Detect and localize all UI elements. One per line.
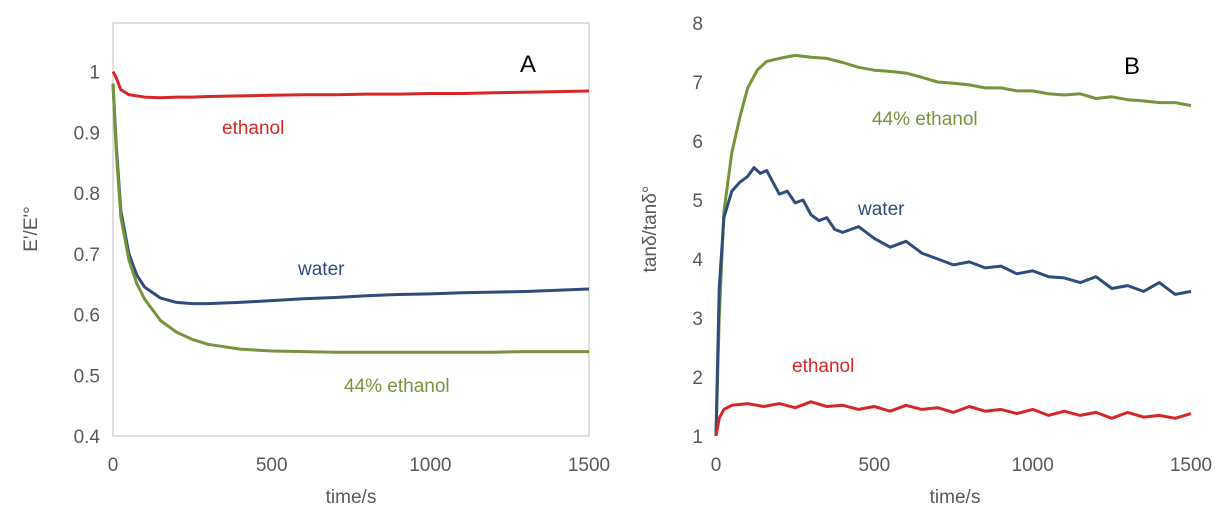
x-tick-label: 0 <box>711 455 722 476</box>
series-line-water <box>111 83 590 306</box>
panel-label-b: B <box>1124 53 1140 80</box>
tick-labels-a: 0 500 1000 1500 0.4 0.5 0.6 0.7 0.8 0.9 1 <box>74 63 611 476</box>
y-tick-label: 6 <box>692 132 703 153</box>
y-tick-label: 0.6 <box>74 306 100 327</box>
chart-panel-a: 0 500 1000 1500 0.4 0.5 0.6 0.7 0.8 0.9 1 time/s E… <box>21 22 611 506</box>
series-layer-b <box>714 53 1192 437</box>
annotation-44-ethanol-b: 44% ethanol <box>872 109 978 130</box>
x-axis-label-b: time/s <box>930 487 981 506</box>
y-tick-label: 4 <box>692 250 703 271</box>
y-tick-label: 5 <box>692 191 703 212</box>
annotation-ethanol-a: ethanol <box>222 118 284 139</box>
series-line-water <box>714 166 1192 437</box>
annotation-ethanol-b: ethanol <box>792 356 854 377</box>
panel-label-a: A <box>520 51 536 78</box>
y-tick-label: 0.7 <box>74 245 100 266</box>
x-tick-label: 0 <box>108 455 119 476</box>
plot-area-frame-a <box>112 22 590 437</box>
y-tick-label: 7 <box>692 73 703 94</box>
y-tick-label: 8 <box>692 14 703 35</box>
y-tick-label: 0.8 <box>74 184 100 205</box>
y-tick-label: 1 <box>89 63 100 84</box>
series-layer-a <box>111 70 590 354</box>
x-tick-label: 1000 <box>1012 455 1054 476</box>
y-tick-label: 0.5 <box>74 366 100 387</box>
tick-labels-b: 0 500 1000 1500 1 2 3 4 5 6 7 8 <box>692 14 1212 476</box>
x-tick-label: 500 <box>858 455 890 476</box>
x-tick-label: 500 <box>256 455 288 476</box>
y-axis-label-b: tanδ/tanδ° <box>640 186 661 273</box>
y-tick-label: 2 <box>692 368 703 389</box>
y-tick-label: 1 <box>692 427 703 448</box>
x-tick-label: 1000 <box>409 455 451 476</box>
annotation-water-a: water <box>297 259 345 280</box>
annotation-water-b: water <box>857 199 905 220</box>
chart-panel-b: 0 500 1000 1500 1 2 3 4 5 6 7 8 time/s tanδ/tanδ° B… <box>640 14 1212 506</box>
y-tick-label: 3 <box>692 309 703 330</box>
series-line-ethanol <box>111 70 590 100</box>
series-line-44-ethanol <box>111 83 589 354</box>
series-line-ethanol <box>714 400 1192 437</box>
y-axis-label-a: E'/E'° <box>21 206 42 251</box>
x-tick-label: 1500 <box>568 455 610 476</box>
x-axis-label-a: time/s <box>326 487 377 506</box>
y-tick-label: 0.9 <box>74 123 100 144</box>
x-tick-label: 1500 <box>1170 455 1212 476</box>
annotation-44-ethanol-a: 44% ethanol <box>344 376 450 397</box>
series-line-44-ethanol <box>714 53 1192 437</box>
y-tick-label: 0.4 <box>74 427 101 448</box>
